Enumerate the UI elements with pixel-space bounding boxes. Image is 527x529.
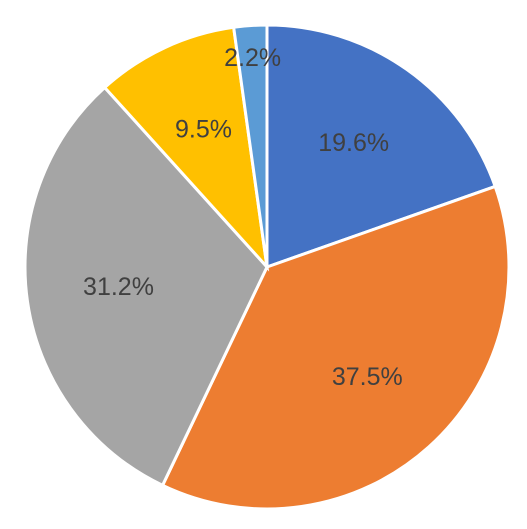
pie-slice-3 [23, 85, 269, 488]
pie-slice-4 [102, 25, 270, 272]
pie-slice-5 [231, 23, 269, 268]
pie-slices [23, 23, 511, 511]
pie-slice-label-2: 37.5% [332, 363, 403, 391]
pie-slice-label-4: 9.5% [175, 116, 232, 144]
pie-slice-2 [160, 184, 511, 511]
pie-labels: 19.6% 37.5% 31.2% 9.5% 2.2% [83, 44, 403, 391]
pie-slice-label-5: 2.2% [224, 44, 281, 72]
pie-slice-label-3: 31.2% [83, 273, 154, 301]
pie-slice-label-1: 19.6% [318, 129, 389, 157]
